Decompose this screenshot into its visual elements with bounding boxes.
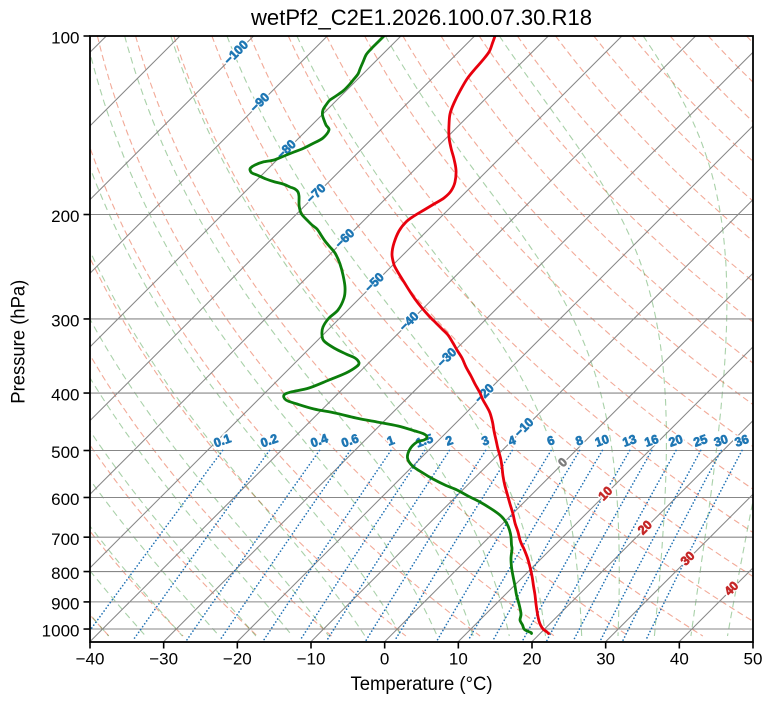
svg-text:100: 100 [51,29,79,48]
svg-text:wetPf2_C2E1.2026.100.07.30.R18: wetPf2_C2E1.2026.100.07.30.R18 [250,5,592,30]
svg-text:400: 400 [51,386,79,405]
svg-text:0.1: 0.1 [212,431,233,450]
svg-text:30: 30 [712,432,730,450]
svg-text:30: 30 [596,650,615,669]
svg-text:300: 300 [51,312,79,331]
svg-text:2: 2 [444,433,455,449]
svg-text:50: 50 [744,650,763,669]
svg-text:8: 8 [574,433,585,449]
svg-text:20: 20 [523,650,542,669]
svg-text:36: 36 [733,432,751,450]
svg-text:−10: −10 [297,650,326,669]
svg-text:20: 20 [667,432,685,450]
svg-text:10: 10 [449,650,468,669]
svg-text:13: 13 [621,432,639,450]
svg-text:30: 30 [712,432,730,450]
svg-text:1: 1 [385,433,396,449]
svg-text:Pressure (hPa): Pressure (hPa) [9,280,30,404]
svg-text:3: 3 [480,433,491,449]
svg-text:600: 600 [51,490,79,509]
svg-text:0.6: 0.6 [340,431,361,450]
svg-text:−30: −30 [149,650,178,669]
svg-text:40: 40 [670,650,689,669]
svg-text:0: 0 [380,650,389,669]
svg-text:13: 13 [621,432,639,450]
svg-text:900: 900 [51,595,79,614]
svg-text:4: 4 [506,433,517,449]
svg-text:200: 200 [51,207,79,226]
svg-text:1000: 1000 [42,622,80,641]
svg-text:10: 10 [593,432,611,450]
svg-text:−40: −40 [76,650,105,669]
svg-text:800: 800 [51,564,79,583]
svg-text:−20: −20 [223,650,252,669]
svg-text:16: 16 [643,432,661,450]
svg-text:25: 25 [692,432,710,450]
svg-text:0.4: 0.4 [309,431,330,450]
svg-text:20: 20 [667,432,685,450]
svg-text:25: 25 [692,432,710,450]
svg-text:10: 10 [593,432,611,450]
svg-text:6: 6 [545,433,556,449]
svg-text:Temperature (°C): Temperature (°C) [351,674,493,695]
svg-text:36: 36 [733,432,751,450]
svg-text:0.2: 0.2 [259,431,280,450]
svg-text:700: 700 [51,530,79,549]
svg-text:16: 16 [643,432,661,450]
svg-text:500: 500 [51,443,79,462]
